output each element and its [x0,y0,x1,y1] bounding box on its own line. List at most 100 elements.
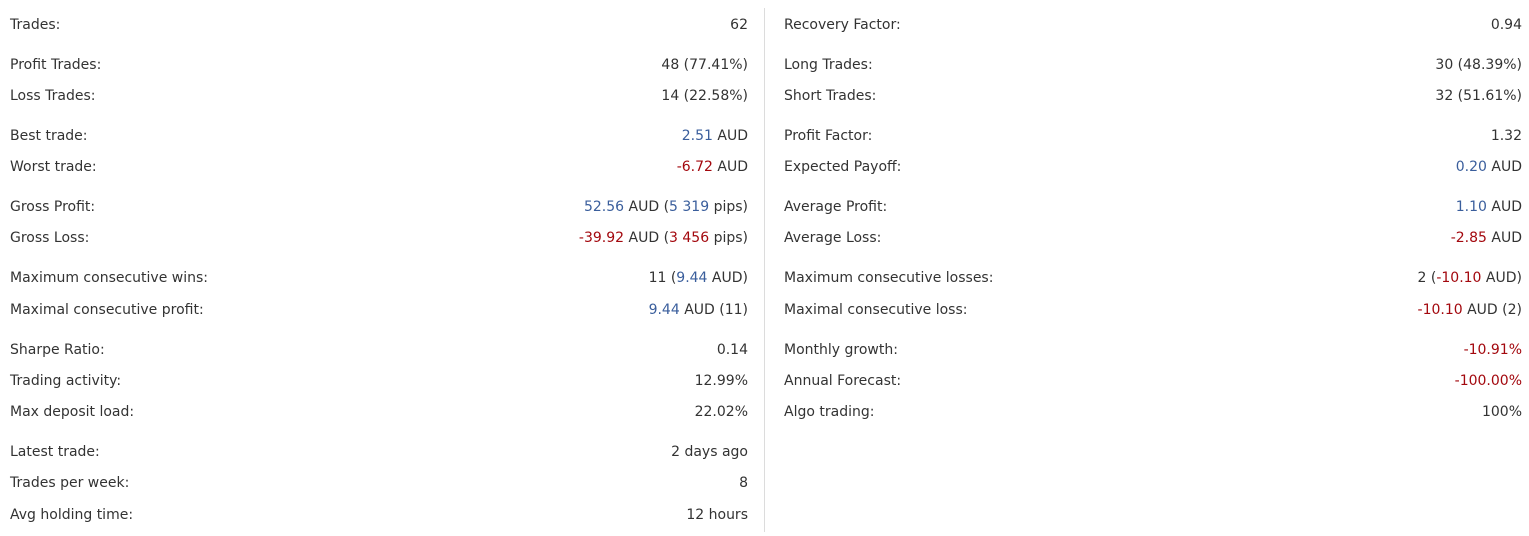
value-text: 2 days ago [671,444,748,460]
value-text: AUD) [707,270,748,286]
stat-label: Trades: [10,17,61,33]
stat-value: 14 (22.58%) [661,86,748,106]
stat-label: Latest trade: [10,444,100,460]
positive-amount: 0.20 [1455,159,1487,175]
stat-value: -2.85 AUD [1451,228,1522,248]
positive-amount: 2.51 [681,128,713,144]
stat-label: Average Loss: [784,230,882,246]
stat-row-recovery-factor: Recovery Factor: 0.94 [784,15,1522,35]
stat-row-best-trade: Best trade: 2.51 AUD [10,126,748,146]
stat-row-maximal-consecutive-loss: Maximal consecutive loss: -10.10 AUD (2) [784,300,1522,320]
stat-row-trades-per-week: Trades per week: 8 [10,473,748,493]
stat-label: Recovery Factor: [784,17,901,33]
stat-label: Maximal consecutive profit: [10,302,204,318]
negative-amount: -2.85 [1450,230,1487,246]
value-text: 2 ( [1417,270,1437,286]
value-text: 11 ( [648,270,677,286]
value-text: 12.99% [694,373,748,389]
stat-value: 9.44 AUD (11) [649,300,748,320]
stat-value: -39.92 AUD (3 456 pips) [579,228,748,248]
stat-row-trades: Trades: 62 [10,15,748,35]
positive-amount: 9.44 [648,302,680,318]
stat-label: Maximum consecutive losses: [784,270,994,286]
stat-value: 32 (51.61%) [1435,86,1522,106]
column-divider [764,8,765,532]
stat-value: 0.20 AUD [1456,157,1522,177]
stat-label: Profit Factor: [784,128,873,144]
stat-label: Worst trade: [10,159,97,175]
stat-label: Maximal consecutive loss: [784,302,968,318]
stat-row-maximal-consecutive-profit: Maximal consecutive profit: 9.44 AUD (11) [10,300,748,320]
negative-amount: -100.00% [1454,373,1522,389]
stat-label: Loss Trades: [10,88,96,104]
stat-value: 12 hours [686,505,748,525]
stat-row-max-consecutive-wins: Maximum consecutive wins: 11 (9.44 AUD) [10,268,748,288]
stat-row-profit-trades: Profit Trades: 48 (77.41%) [10,55,748,75]
positive-amount: 52.56 [583,199,625,215]
stat-label: Gross Profit: [10,199,96,215]
negative-amount: -10.10 [1436,270,1482,286]
negative-amount: -10.91% [1463,342,1522,358]
value-text: AUD ( [624,199,670,215]
value-text: AUD [712,159,748,175]
stat-row-worst-trade: Worst trade: -6.72 AUD [10,157,748,177]
stat-value: 52.56 AUD (5 319 pips) [584,197,748,217]
stat-row-long-trades: Long Trades: 30 (48.39%) [784,55,1522,75]
stat-value: -10.91% [1464,340,1522,360]
stat-value: 0.14 [717,340,748,360]
stat-label: Long Trades: [784,57,873,73]
value-text: AUD) [1481,270,1522,286]
stat-row-annual-forecast: Annual Forecast: -100.00% [784,371,1522,391]
stat-value: 1.32 [1491,126,1522,146]
stat-value: -6.72 AUD [677,157,748,177]
stat-value: 1.10 AUD [1456,197,1522,217]
stat-value: 100% [1482,402,1522,422]
negative-amount: -10.10 [1417,302,1463,318]
stat-value: 11 (9.44 AUD) [649,268,748,288]
value-text: 32 (51.61%) [1435,88,1522,104]
value-text: 12 hours [686,507,748,523]
value-text: pips) [709,230,748,246]
stat-value: 2.51 AUD [682,126,748,146]
stat-row-max-consecutive-losses: Maximum consecutive losses: 2 (-10.10 AUD… [784,268,1522,288]
stat-label: Max deposit load: [10,404,135,420]
value-text: AUD [1486,159,1522,175]
stat-row-trading-activity: Trading activity: 12.99% [10,371,748,391]
negative-amount: -6.72 [676,159,713,175]
stat-row-profit-factor: Profit Factor: 1.32 [784,126,1522,146]
stat-row-monthly-growth: Monthly growth: -10.91% [784,340,1522,360]
stat-value: 0.94 [1491,15,1522,35]
value-text: pips) [709,199,748,215]
stat-label: Short Trades: [784,88,877,104]
stat-value: 30 (48.39%) [1435,55,1522,75]
value-text: 100% [1481,404,1522,420]
stat-row-average-profit: Average Profit: 1.10 AUD [784,197,1522,217]
stat-label: Gross Loss: [10,230,90,246]
value-text: AUD (11) [679,302,748,318]
stat-value: 62 [730,15,748,35]
stat-label: Avg holding time: [10,507,134,523]
stat-label: Best trade: [10,128,88,144]
stat-value: 8 [739,473,748,493]
stat-label: Average Profit: [784,199,888,215]
stat-row-latest-trade: Latest trade: 2 days ago [10,442,748,462]
stat-row-gross-loss: Gross Loss: -39.92 AUD (3 456 pips) [10,228,748,248]
positive-amount: 9.44 [676,270,708,286]
value-text: AUD [712,128,748,144]
value-text: 48 (77.41%) [661,57,748,73]
value-text: 14 (22.58%) [661,88,748,104]
stat-row-avg-holding-time: Avg holding time: 12 hours [10,505,748,525]
value-text: 0.94 [1490,17,1522,33]
value-text: 0.14 [716,342,748,358]
value-text: AUD [1486,230,1522,246]
stat-label: Trading activity: [10,373,122,389]
negative-amount: -39.92 [578,230,625,246]
stat-row-max-deposit-load: Max deposit load: 22.02% [10,402,748,422]
stat-row-sharpe-ratio: Sharpe Ratio: 0.14 [10,340,748,360]
stat-label: Trades per week: [10,475,130,491]
stat-row-loss-trades: Loss Trades: 14 (22.58%) [10,86,748,106]
positive-amount: 5 319 [669,199,710,215]
stat-row-algo-trading: Algo trading: 100% [784,402,1522,422]
value-text: AUD [1486,199,1522,215]
